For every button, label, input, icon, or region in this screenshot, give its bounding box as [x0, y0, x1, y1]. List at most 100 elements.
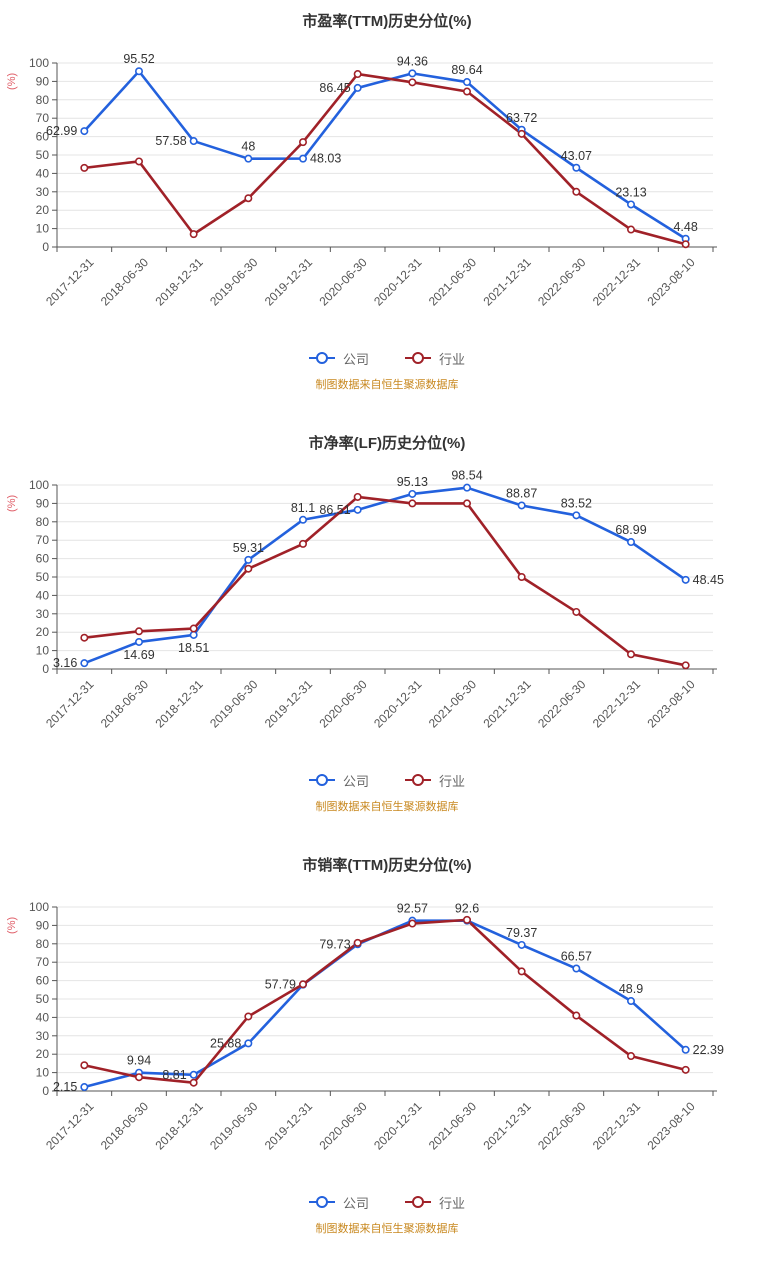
data-label: 94.36 [397, 54, 428, 68]
industry-point[interactable] [681, 661, 690, 670]
industry-point[interactable] [626, 225, 635, 234]
industry-point[interactable] [408, 78, 417, 87]
industry-point[interactable] [80, 633, 89, 642]
data-label: 88.87 [506, 486, 537, 500]
industry-point[interactable] [517, 129, 526, 138]
x-category-label: 2021-06-30 [426, 1099, 480, 1153]
industry-point[interactable] [681, 240, 690, 249]
company-point[interactable] [244, 1039, 253, 1048]
industry-point[interactable] [298, 138, 307, 147]
industry-point[interactable] [135, 157, 144, 166]
industry-point[interactable] [135, 1073, 144, 1082]
company-point[interactable] [80, 127, 89, 136]
chart-legend: 公司 行业 [0, 349, 774, 367]
data-label: 4.48 [673, 220, 697, 234]
y-tick-label: 30 [36, 1029, 50, 1043]
industry-point[interactable] [462, 915, 471, 924]
industry-point[interactable] [135, 627, 144, 636]
data-label: 18.51 [178, 641, 209, 655]
industry-point[interactable] [626, 1052, 635, 1061]
company-point[interactable] [408, 69, 417, 78]
data-source-note: 制图数据来自恒生聚源数据库 [315, 379, 459, 391]
y-tick-label: 80 [36, 93, 50, 107]
legend-item-company[interactable]: 公司 [308, 1193, 369, 1212]
company-point[interactable] [135, 637, 144, 646]
industry-point[interactable] [244, 194, 253, 203]
industry-point[interactable] [353, 70, 362, 79]
industry-point[interactable] [80, 1061, 89, 1070]
data-label: 95.13 [397, 475, 428, 489]
company-point[interactable] [572, 163, 581, 172]
company-point[interactable] [408, 489, 417, 498]
industry-point[interactable] [572, 607, 581, 616]
company-point[interactable] [244, 555, 253, 564]
x-category-label: 2020-12-31 [371, 677, 425, 731]
company-point[interactable] [681, 1045, 690, 1054]
industry-point[interactable] [244, 564, 253, 573]
data-label: 86.45 [319, 81, 350, 95]
company-point[interactable] [298, 515, 307, 524]
x-category-label: 2020-06-30 [316, 255, 370, 309]
industry-point[interactable] [244, 1012, 253, 1021]
industry-point[interactable] [462, 499, 471, 508]
industry-point[interactable] [298, 980, 307, 989]
industry-point[interactable] [462, 87, 471, 96]
company-point[interactable] [626, 997, 635, 1006]
data-label: 79.73 [319, 937, 350, 951]
company-point[interactable] [517, 501, 526, 510]
industry-point[interactable] [572, 1011, 581, 1020]
company-point[interactable] [626, 200, 635, 209]
y-tick-label: 40 [36, 1010, 50, 1024]
company-point[interactable] [189, 1070, 198, 1079]
legend-item-industry[interactable]: 行业 [405, 1193, 465, 1212]
legend-item-industry[interactable]: 行业 [405, 771, 465, 790]
industry-point[interactable] [626, 650, 635, 659]
company-point[interactable] [353, 83, 362, 92]
industry-line [83, 495, 687, 667]
company-point[interactable] [517, 940, 526, 949]
data-label: 23.13 [615, 185, 646, 199]
industry-point[interactable] [572, 187, 581, 196]
company-point[interactable] [626, 538, 635, 547]
company-point[interactable] [572, 964, 581, 973]
data-source-note: 制图数据来自恒生聚源数据库 [315, 1223, 459, 1235]
company-point[interactable] [135, 67, 144, 76]
x-category-label: 2020-12-31 [371, 1099, 425, 1153]
industry-point[interactable] [408, 919, 417, 928]
company-point[interactable] [80, 1083, 89, 1092]
company-point[interactable] [462, 483, 471, 492]
company-point[interactable] [462, 78, 471, 87]
legend-item-company[interactable]: 公司 [308, 771, 369, 790]
company-point[interactable] [189, 630, 198, 639]
company-point[interactable] [298, 154, 307, 163]
legend-item-industry[interactable]: 行业 [405, 349, 465, 368]
x-category-label: 2020-06-30 [316, 1099, 370, 1153]
industry-series-marker-icon [405, 1196, 431, 1208]
company-point[interactable] [681, 575, 690, 584]
legend-item-company[interactable]: 公司 [308, 349, 369, 368]
company-point[interactable] [80, 659, 89, 668]
industry-point[interactable] [189, 1078, 198, 1087]
chart-legend: 公司 行业 [0, 771, 774, 789]
industry-point[interactable] [80, 163, 89, 172]
industry-point[interactable] [353, 492, 362, 501]
company-point[interactable] [189, 137, 198, 146]
company-point[interactable] [244, 154, 253, 163]
industry-point[interactable] [298, 539, 307, 548]
company-line [83, 69, 687, 241]
industry-point[interactable] [517, 573, 526, 582]
page-title: 市净率(LF)历史分位(%) [308, 435, 466, 452]
company-point[interactable] [572, 511, 581, 520]
data-label: 14.69 [123, 648, 154, 662]
company-point[interactable] [353, 505, 362, 514]
industry-point[interactable] [517, 967, 526, 976]
industry-point[interactable] [189, 230, 198, 239]
legend-label-company: 公司 [342, 773, 369, 789]
industry-point[interactable] [681, 1065, 690, 1074]
industry-point[interactable] [353, 938, 362, 947]
industry-point[interactable] [189, 624, 198, 633]
industry-point[interactable] [408, 499, 417, 508]
